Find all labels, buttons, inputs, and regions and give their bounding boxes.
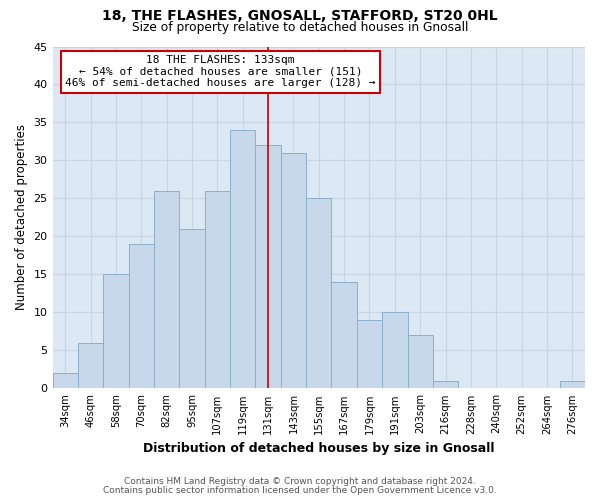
Bar bbox=[357, 320, 382, 388]
Text: Size of property relative to detached houses in Gnosall: Size of property relative to detached ho… bbox=[132, 21, 468, 34]
Bar bbox=[53, 373, 78, 388]
Bar bbox=[331, 282, 357, 389]
Bar bbox=[230, 130, 256, 388]
Bar bbox=[179, 229, 205, 388]
Text: 18, THE FLASHES, GNOSALL, STAFFORD, ST20 0HL: 18, THE FLASHES, GNOSALL, STAFFORD, ST20… bbox=[102, 9, 498, 23]
X-axis label: Distribution of detached houses by size in Gnosall: Distribution of detached houses by size … bbox=[143, 442, 494, 455]
Bar bbox=[560, 381, 585, 388]
Bar bbox=[281, 153, 306, 388]
Bar bbox=[205, 191, 230, 388]
Y-axis label: Number of detached properties: Number of detached properties bbox=[15, 124, 28, 310]
Text: Contains public sector information licensed under the Open Government Licence v3: Contains public sector information licen… bbox=[103, 486, 497, 495]
Bar bbox=[103, 274, 128, 388]
Bar bbox=[78, 343, 103, 388]
Bar bbox=[407, 335, 433, 388]
Bar bbox=[306, 198, 331, 388]
Bar bbox=[433, 381, 458, 388]
Bar bbox=[128, 244, 154, 388]
Bar bbox=[256, 146, 281, 388]
Bar bbox=[154, 191, 179, 388]
Text: 18 THE FLASHES: 133sqm
← 54% of detached houses are smaller (151)
46% of semi-de: 18 THE FLASHES: 133sqm ← 54% of detached… bbox=[65, 55, 376, 88]
Text: Contains HM Land Registry data © Crown copyright and database right 2024.: Contains HM Land Registry data © Crown c… bbox=[124, 477, 476, 486]
Bar bbox=[382, 312, 407, 388]
